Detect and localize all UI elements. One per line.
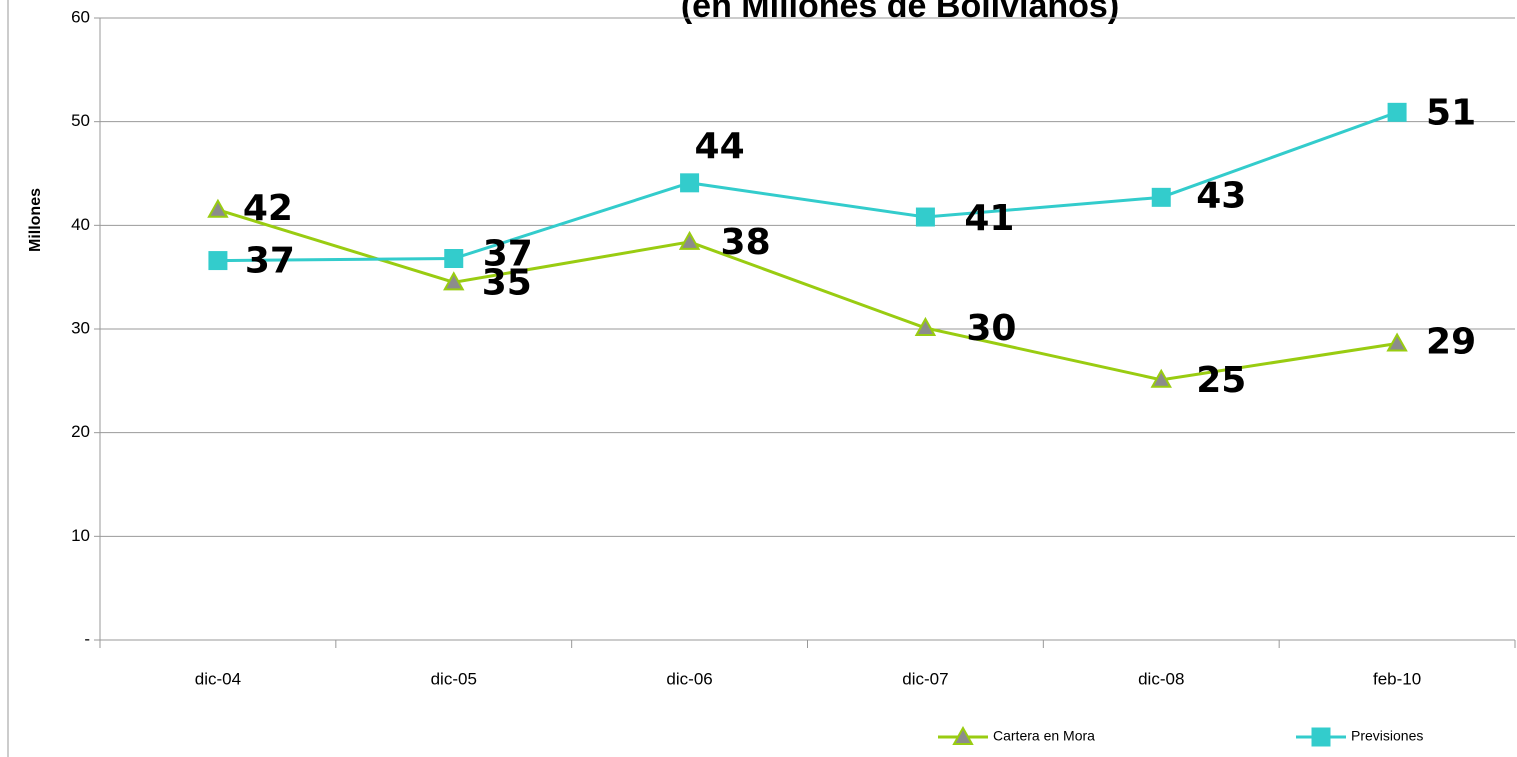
legend-label: Cartera en Mora bbox=[993, 728, 1095, 744]
data-label: 35 bbox=[482, 262, 532, 303]
marker bbox=[207, 198, 229, 218]
y-tick-label: - bbox=[84, 629, 90, 648]
data-label: 42 bbox=[243, 188, 293, 229]
chart-title: (en Millones de Bolivianos) bbox=[681, 0, 1119, 25]
y-tick-label: 60 bbox=[71, 7, 90, 26]
legend-marker bbox=[952, 725, 974, 745]
marker bbox=[680, 173, 700, 193]
marker bbox=[1387, 102, 1407, 122]
y-tick-label: 30 bbox=[71, 318, 90, 337]
x-tick-label: dic-06 bbox=[666, 669, 712, 688]
data-label: 51 bbox=[1426, 92, 1476, 133]
y-tick-label: 10 bbox=[71, 526, 90, 545]
marker bbox=[1151, 187, 1171, 207]
series-line bbox=[217, 208, 1398, 382]
marker bbox=[915, 207, 935, 227]
marker bbox=[208, 251, 228, 271]
data-label: 37 bbox=[483, 234, 533, 275]
data-label: 37 bbox=[245, 241, 295, 282]
marker bbox=[1386, 332, 1408, 352]
series-line bbox=[217, 110, 1398, 263]
data-label: 41 bbox=[964, 198, 1014, 239]
marker bbox=[1150, 368, 1172, 388]
x-tick-label: feb-10 bbox=[1373, 669, 1421, 688]
data-label: 44 bbox=[695, 126, 745, 167]
data-label: 30 bbox=[966, 308, 1016, 349]
marker bbox=[444, 249, 464, 269]
y-tick-label: 50 bbox=[71, 111, 90, 130]
data-label: 29 bbox=[1426, 322, 1476, 363]
legend-label: Previsiones bbox=[1351, 728, 1423, 744]
marker bbox=[443, 271, 465, 291]
y-axis-label: Millones bbox=[27, 188, 44, 252]
y-tick-label: 40 bbox=[71, 215, 90, 234]
data-label: 43 bbox=[1196, 175, 1246, 216]
x-tick-label: dic-07 bbox=[902, 669, 948, 688]
x-tick-label: dic-05 bbox=[431, 669, 477, 688]
x-tick-label: dic-04 bbox=[195, 669, 241, 688]
marker bbox=[678, 230, 701, 250]
legend-marker bbox=[1311, 727, 1331, 747]
data-label: 38 bbox=[721, 222, 771, 263]
data-label: 25 bbox=[1196, 360, 1246, 401]
y-tick-label: 20 bbox=[71, 422, 90, 441]
marker bbox=[914, 316, 937, 336]
x-tick-label: dic-08 bbox=[1138, 669, 1184, 688]
